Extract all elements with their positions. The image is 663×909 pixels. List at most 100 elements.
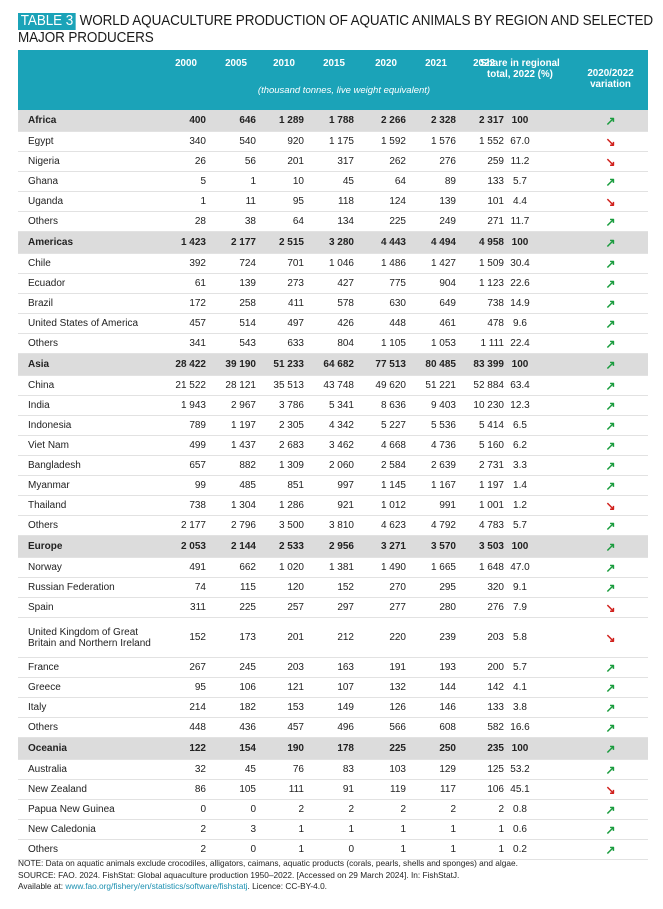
share-cell: 9.1 (513, 582, 527, 593)
value-cell: 5 536 (430, 420, 456, 431)
value-cell: 3 786 (278, 400, 304, 411)
value-cell: 4 443 (380, 237, 406, 248)
row-name: Italy (28, 702, 47, 713)
row-name: Australia (28, 764, 67, 775)
row-name: Others (28, 338, 59, 349)
value-cell: 0 (348, 844, 354, 855)
value-cell: 2 053 (180, 541, 206, 552)
share-cell: 22.4 (510, 338, 530, 349)
value-cell: 77 513 (375, 359, 406, 370)
row-name: Bangladesh (28, 460, 81, 471)
value-cell: 426 (337, 318, 354, 329)
arrow-up-icon: ↗ (605, 802, 616, 817)
value-cell: 921 (337, 500, 354, 511)
value-cell: 280 (439, 602, 456, 613)
table-row: Australia 32 45 76 83 103 129 125 53.2 ↗ (18, 760, 648, 780)
value-cell: 154 (239, 743, 256, 754)
value-cell: 105 (239, 784, 256, 795)
table-row: New Caledonia 2 3 1 1 1 1 1 0.6 ↗ (18, 820, 648, 840)
data-table: Share in regional total, 2022 (%) 2020/2… (18, 50, 648, 860)
value-cell: 193 (439, 662, 456, 673)
value-cell: 4 494 (430, 237, 456, 248)
value-cell: 3 810 (328, 520, 354, 531)
value-cell: 582 (487, 722, 504, 733)
share-cell: 5.8 (513, 632, 527, 643)
value-cell: 111 (288, 784, 304, 795)
value-cell: 1 (298, 824, 304, 835)
table-row: Thailand 738 1 304 1 286 921 1 012 991 1 001 1.2… (18, 496, 648, 516)
value-cell: 28 (194, 216, 206, 227)
value-cell: 1 286 (278, 500, 304, 511)
value-cell: 220 (389, 632, 406, 643)
availability-text: Available at: www.fao.org/fishery/en/sta… (18, 881, 648, 893)
table-row: United Kingdom of Great Britain and Nort… (18, 618, 648, 658)
value-cell: 74 (194, 582, 206, 593)
value-cell: 2 317 (478, 115, 504, 126)
value-cell: 115 (240, 582, 256, 593)
value-cell: 1 (498, 824, 504, 835)
share-cell: 14.9 (510, 298, 530, 309)
arrow-up-icon: ↗ (605, 214, 616, 229)
value-cell: 499 (189, 440, 206, 451)
value-cell: 133 (487, 176, 504, 187)
value-cell: 461 (439, 318, 456, 329)
value-cell: 144 (439, 682, 456, 693)
value-cell: 182 (239, 702, 256, 713)
table-row: Russian Federation 74 115 120 152 270 295 320 9.… (18, 578, 648, 598)
row-name: China (28, 380, 55, 391)
value-cell: 317 (337, 156, 354, 167)
value-cell: 239 (439, 632, 456, 643)
value-cell: 8 636 (380, 400, 406, 411)
value-cell: 566 (389, 722, 406, 733)
value-cell: 64 (292, 216, 304, 227)
value-cell: 1 123 (478, 278, 504, 289)
table-row: Others 28 38 64 134 225 249 271 11.7 ↗ (18, 212, 648, 232)
header-year: 2000 (175, 58, 197, 69)
share-cell: 3.8 (513, 702, 527, 713)
region-row: Asia 28 422 39 190 51 233 64 682 77 513 80 485… (18, 354, 648, 376)
value-cell: 2 639 (430, 460, 456, 471)
value-cell: 738 (487, 298, 504, 309)
share-cell: 5.7 (513, 662, 527, 673)
value-cell: 4 783 (478, 520, 504, 531)
share-cell: 45.1 (510, 784, 530, 795)
table-row: Chile 392 724 701 1 046 1 486 1 427 1 509 30.4 ↗ (18, 254, 648, 274)
value-cell: 2 (348, 804, 354, 815)
row-name: Others (28, 216, 59, 227)
notes: NOTE: Data on aquatic animals exclude cr… (18, 858, 648, 893)
value-cell: 56 (244, 156, 256, 167)
value-cell: 448 (389, 318, 406, 329)
arrow-up-icon: ↗ (605, 580, 616, 595)
value-cell: 320 (487, 582, 504, 593)
share-cell: 67.0 (510, 136, 530, 147)
value-cell: 1 012 (380, 500, 406, 511)
value-cell: 491 (189, 562, 206, 573)
value-cell: 28 121 (225, 380, 256, 391)
value-cell: 225 (239, 602, 256, 613)
header-units: (thousand tonnes, live weight equivalent… (257, 85, 431, 96)
table-row: Brazil 172 258 411 578 630 649 738 14.9 ↗ (18, 294, 648, 314)
value-cell: 1 437 (230, 440, 256, 451)
value-cell: 775 (389, 278, 406, 289)
source-link[interactable]: www.fao.org/fishery/en/statistics/softwa… (65, 881, 248, 891)
row-name: Chile (28, 258, 51, 269)
value-cell: 427 (337, 278, 354, 289)
value-cell: 43 748 (323, 380, 354, 391)
row-name: Others (28, 520, 59, 531)
value-cell: 3 (250, 824, 256, 835)
value-cell: 485 (239, 480, 256, 491)
value-cell: 4 342 (328, 420, 354, 431)
value-cell: 32 (194, 764, 206, 775)
arrow-down-icon: ↘ (605, 498, 616, 513)
arrow-up-icon: ↗ (605, 539, 616, 554)
value-cell: 400 (189, 115, 206, 126)
value-cell: 258 (239, 298, 256, 309)
header-year: 2021 (425, 58, 447, 69)
share-cell: 22.6 (510, 278, 530, 289)
value-cell: 1 197 (230, 420, 256, 431)
value-cell: 1 788 (328, 115, 354, 126)
share-cell: 9.6 (513, 318, 527, 329)
row-name: Asia (28, 359, 50, 370)
value-cell: 61 (194, 278, 206, 289)
table-row: Bangladesh 657 882 1 309 2 060 2 584 2 639 2 73… (18, 456, 648, 476)
